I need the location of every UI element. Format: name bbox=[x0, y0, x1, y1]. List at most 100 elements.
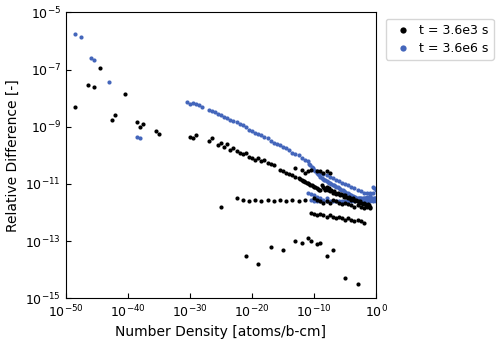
t = 3.6e3 s bbox=[348, 217, 356, 223]
t = 3.6e3 s bbox=[332, 198, 340, 204]
t = 3.6e6 s bbox=[362, 195, 370, 200]
t = 3.6e3 s bbox=[316, 211, 324, 217]
t = 3.6e3 s bbox=[238, 197, 246, 203]
t = 3.6e6 s bbox=[335, 178, 343, 184]
t = 3.6e3 s bbox=[204, 138, 212, 144]
t = 3.6e6 s bbox=[330, 183, 338, 188]
t = 3.6e6 s bbox=[322, 198, 330, 204]
t = 3.6e6 s bbox=[192, 102, 200, 107]
t = 3.6e3 s bbox=[360, 200, 368, 205]
t = 3.6e6 s bbox=[186, 101, 194, 107]
t = 3.6e6 s bbox=[183, 100, 191, 105]
t = 3.6e3 s bbox=[186, 134, 194, 140]
t = 3.6e3 s bbox=[331, 190, 339, 195]
t = 3.6e6 s bbox=[338, 180, 346, 185]
t = 3.6e3 s bbox=[223, 141, 231, 147]
t = 3.6e6 s bbox=[344, 198, 352, 203]
t = 3.6e3 s bbox=[276, 197, 284, 203]
t = 3.6e3 s bbox=[328, 197, 336, 203]
t = 3.6e3 s bbox=[298, 240, 306, 245]
t = 3.6e6 s bbox=[371, 196, 379, 201]
t = 3.6e3 s bbox=[296, 176, 304, 181]
t = 3.6e6 s bbox=[238, 122, 246, 128]
t = 3.6e3 s bbox=[302, 179, 310, 185]
t = 3.6e6 s bbox=[136, 136, 144, 141]
t = 3.6e6 s bbox=[366, 193, 374, 198]
t = 3.6e6 s bbox=[318, 176, 326, 181]
t = 3.6e3 s bbox=[352, 197, 360, 203]
t = 3.6e3 s bbox=[286, 171, 294, 177]
t = 3.6e3 s bbox=[313, 241, 321, 247]
t = 3.6e3 s bbox=[318, 183, 326, 188]
t = 3.6e3 s bbox=[305, 181, 313, 187]
Legend: t = 3.6e3 s, t = 3.6e6 s: t = 3.6e3 s, t = 3.6e6 s bbox=[386, 19, 494, 60]
t = 3.6e6 s bbox=[322, 172, 330, 178]
t = 3.6e3 s bbox=[242, 150, 250, 155]
t = 3.6e6 s bbox=[332, 184, 340, 190]
t = 3.6e6 s bbox=[342, 190, 350, 195]
t = 3.6e6 s bbox=[346, 192, 354, 197]
t = 3.6e6 s bbox=[105, 80, 113, 85]
t = 3.6e6 s bbox=[338, 187, 345, 193]
t = 3.6e6 s bbox=[348, 193, 356, 199]
t = 3.6e3 s bbox=[121, 91, 129, 97]
t = 3.6e6 s bbox=[322, 178, 330, 183]
t = 3.6e3 s bbox=[338, 201, 346, 207]
t = 3.6e6 s bbox=[260, 134, 268, 140]
t = 3.6e6 s bbox=[315, 172, 323, 178]
t = 3.6e6 s bbox=[217, 112, 225, 118]
t = 3.6e3 s bbox=[301, 197, 309, 203]
t = 3.6e3 s bbox=[292, 166, 300, 171]
t = 3.6e3 s bbox=[299, 178, 307, 183]
t = 3.6e6 s bbox=[196, 102, 203, 108]
t = 3.6e3 s bbox=[336, 193, 344, 198]
t = 3.6e3 s bbox=[364, 203, 372, 208]
t = 3.6e6 s bbox=[338, 198, 346, 203]
t = 3.6e3 s bbox=[364, 201, 372, 207]
t = 3.6e3 s bbox=[316, 240, 324, 245]
t = 3.6e6 s bbox=[354, 198, 362, 204]
t = 3.6e6 s bbox=[214, 111, 222, 117]
t = 3.6e3 s bbox=[324, 187, 332, 193]
t = 3.6e3 s bbox=[350, 204, 358, 210]
t = 3.6e3 s bbox=[322, 184, 330, 190]
t = 3.6e6 s bbox=[305, 161, 313, 167]
t = 3.6e6 s bbox=[364, 196, 372, 201]
t = 3.6e3 s bbox=[325, 186, 333, 191]
t = 3.6e6 s bbox=[310, 167, 318, 172]
t = 3.6e3 s bbox=[230, 146, 237, 151]
t = 3.6e3 s bbox=[282, 170, 290, 175]
t = 3.6e6 s bbox=[326, 174, 334, 180]
t = 3.6e6 s bbox=[328, 198, 336, 204]
t = 3.6e3 s bbox=[279, 247, 287, 253]
t = 3.6e6 s bbox=[360, 190, 368, 195]
t = 3.6e6 s bbox=[336, 186, 344, 191]
t = 3.6e3 s bbox=[313, 168, 321, 174]
t = 3.6e3 s bbox=[320, 213, 328, 218]
t = 3.6e6 s bbox=[242, 124, 250, 129]
t = 3.6e6 s bbox=[369, 198, 377, 203]
t = 3.6e3 s bbox=[302, 180, 310, 185]
t = 3.6e6 s bbox=[372, 198, 380, 204]
t = 3.6e6 s bbox=[341, 181, 349, 187]
t = 3.6e3 s bbox=[308, 183, 316, 188]
t = 3.6e3 s bbox=[294, 176, 302, 181]
t = 3.6e3 s bbox=[355, 200, 363, 205]
t = 3.6e3 s bbox=[238, 151, 246, 157]
t = 3.6e3 s bbox=[362, 203, 370, 208]
t = 3.6e6 s bbox=[220, 114, 228, 119]
t = 3.6e3 s bbox=[351, 198, 359, 204]
t = 3.6e6 s bbox=[366, 198, 374, 204]
t = 3.6e3 s bbox=[320, 186, 328, 191]
t = 3.6e3 s bbox=[322, 187, 330, 193]
t = 3.6e6 s bbox=[307, 191, 315, 197]
t = 3.6e3 s bbox=[288, 172, 296, 178]
t = 3.6e3 s bbox=[310, 211, 318, 217]
t = 3.6e6 s bbox=[251, 130, 259, 135]
t = 3.6e6 s bbox=[372, 187, 380, 193]
t = 3.6e6 s bbox=[236, 121, 244, 127]
t = 3.6e3 s bbox=[313, 197, 321, 203]
t = 3.6e3 s bbox=[304, 168, 312, 174]
t = 3.6e3 s bbox=[189, 136, 197, 141]
t = 3.6e6 s bbox=[368, 196, 376, 201]
